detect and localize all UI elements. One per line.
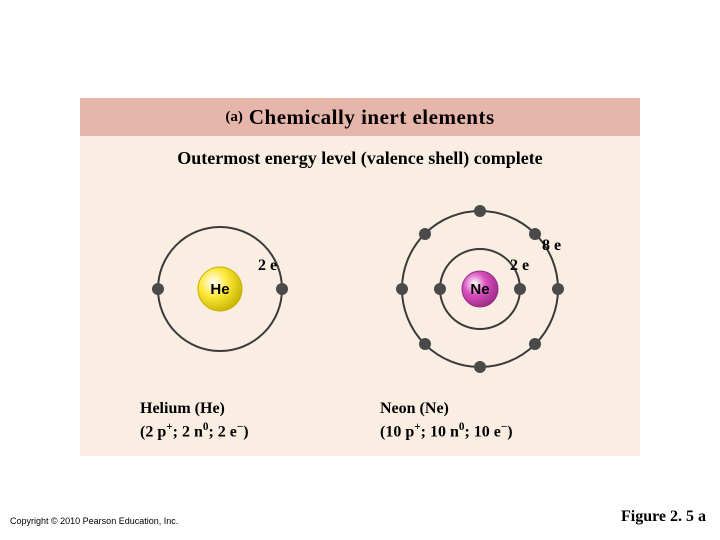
helium-atom: He [140,209,300,374]
svg-text:He: He [210,281,229,298]
neon-outer-shell-label: 8 e [542,237,561,255]
figure-reference: Figure 2. 5 a [621,508,706,526]
title-bar: (a) Chemically inert elements [80,98,640,136]
title-prefix: (a) [225,109,243,126]
neon-caption: Neon (Ne) (10 p+; 10 n0; 10 e−) [380,398,513,443]
neon-name: Neon (Ne) [380,398,513,420]
copyright-text: Copyright © 2010 Pearson Education, Inc. [10,516,178,526]
title-text: Chemically inert elements [249,105,495,130]
helium-caption: Helium (He) (2 p+; 2 n0; 2 e−) [140,398,249,443]
neon-atom: Ne [380,189,580,394]
diagram-panel: (a) Chemically inert elements Outermost … [80,98,640,456]
helium-name: Helium (He) [140,398,249,420]
svg-text:Ne: Ne [470,281,489,298]
subtitle: Outermost energy level (valence shell) c… [80,148,640,169]
neon-svg: Ne [380,189,580,389]
helium-shell-label: 2 e [258,257,277,275]
neon-detail: (10 p+; 10 n0; 10 e−) [380,420,513,443]
helium-detail: (2 p+; 2 n0; 2 e−) [140,420,249,443]
neon-inner-shell-label: 2 e [510,257,529,275]
helium-svg: He [140,209,300,369]
atoms-row: He 2 e Ne 2 e 8 e [80,189,640,389]
